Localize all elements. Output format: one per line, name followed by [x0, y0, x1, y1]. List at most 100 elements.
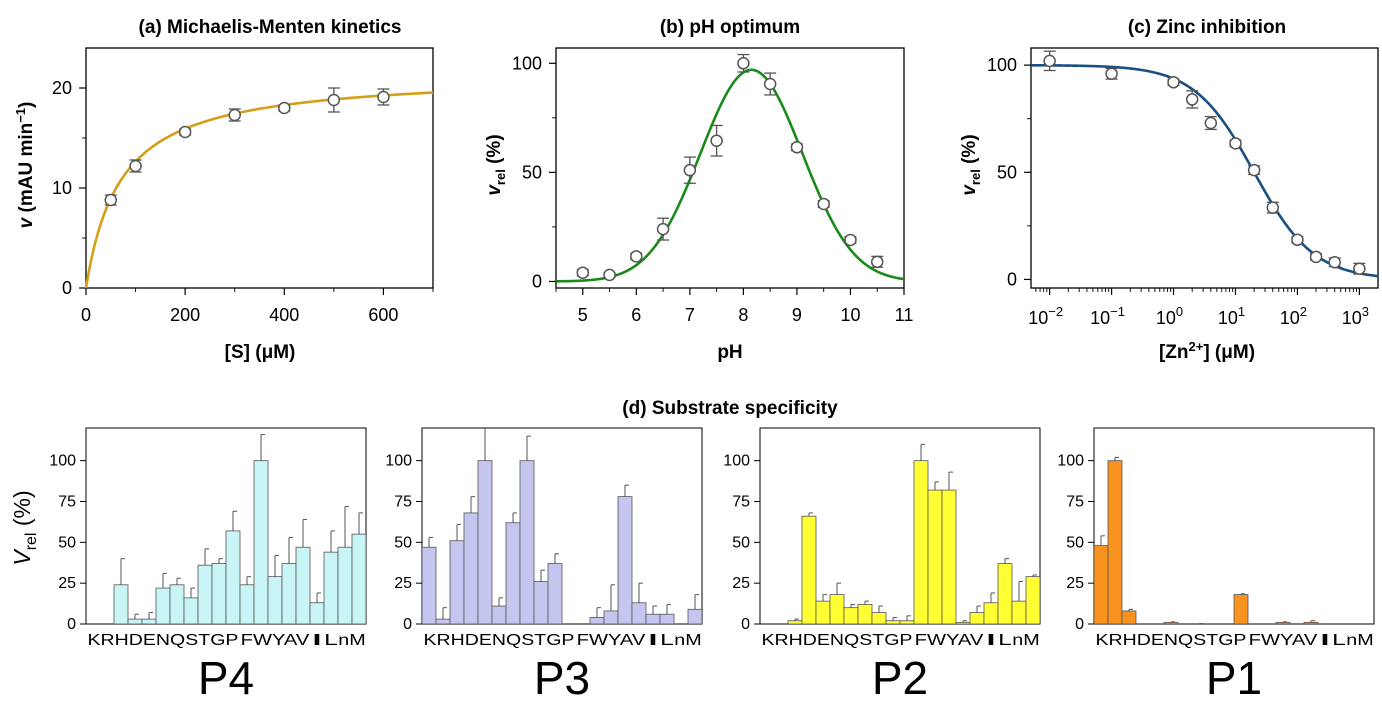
bar [955, 621, 971, 624]
data-point [278, 101, 291, 115]
bar [225, 530, 241, 624]
bar [1233, 594, 1249, 624]
bar [801, 515, 817, 624]
fit-curve [84, 91, 434, 289]
y-tick-label: 50 [394, 534, 412, 551]
y-tick-label: 0 [1007, 269, 1017, 289]
panel-b-x-axis-label: pH [717, 342, 742, 363]
category-label: nM [1012, 632, 1039, 649]
panel-d-y-axis-label: Vrel (%) [9, 490, 40, 565]
bar [687, 608, 702, 624]
x-tick-label: 8 [738, 305, 748, 325]
bar [183, 597, 199, 624]
data-point [1204, 116, 1218, 130]
data-point [228, 108, 241, 122]
data-point [377, 90, 390, 104]
bar [645, 613, 661, 624]
bar [323, 551, 339, 624]
data-point [1247, 163, 1261, 177]
x-tick-label: 10−2 [1028, 304, 1063, 328]
x-tick-label: 10−1 [1090, 304, 1125, 328]
bar [463, 512, 479, 624]
bar [913, 460, 929, 624]
y-tick-label: 20 [52, 78, 72, 98]
bar [1011, 600, 1027, 624]
category-label: L [660, 632, 674, 649]
x-tick-label: 10 [840, 305, 860, 325]
bar [617, 496, 633, 624]
category-label: I [984, 632, 998, 649]
data-point [1309, 250, 1323, 264]
panel-a-y-axis-label: v (mAU min−1) [13, 102, 37, 229]
panel-d-title: (d) Substrate specificity [622, 398, 838, 419]
data-point [683, 163, 697, 177]
bar [589, 617, 605, 624]
plot-frame [1030, 47, 1379, 289]
data-point [178, 125, 192, 139]
x-tick-label: 9 [792, 305, 802, 325]
data-point [844, 233, 857, 247]
y-tick-label: 25 [1066, 575, 1084, 592]
bar [422, 546, 437, 624]
category-label: I [1318, 632, 1332, 649]
panel-c-title: (c) Zinc inhibition [1128, 17, 1286, 38]
data-point [327, 93, 341, 107]
x-tick-label: 100 [1156, 304, 1183, 328]
bar [1303, 621, 1319, 624]
x-tick-label: 6 [631, 305, 641, 325]
category-label: L [998, 632, 1012, 649]
data-point [576, 266, 590, 279]
bar [829, 594, 845, 624]
bar [659, 613, 675, 624]
panel-c-x-axis-label: [Zn2+] (μM) [1159, 339, 1255, 363]
data-point [1266, 201, 1280, 214]
x-tick-label: 7 [685, 305, 695, 325]
x-tick-label: 400 [269, 305, 299, 325]
position-label: P3 [534, 652, 590, 704]
bar [631, 602, 647, 624]
y-tick-label: 75 [732, 494, 750, 511]
bar [155, 587, 171, 624]
bar [491, 605, 507, 624]
bar [1094, 545, 1109, 624]
x-tick-label: 600 [368, 305, 398, 325]
bar [337, 546, 353, 624]
x-tick-label: 5 [578, 305, 588, 325]
plot-frame [555, 47, 905, 289]
bar [1163, 621, 1179, 624]
y-tick-label: 10 [52, 178, 72, 198]
bar [1025, 576, 1040, 624]
bar [885, 620, 901, 624]
bar [941, 489, 957, 624]
bar [857, 604, 873, 624]
data-point [1328, 256, 1341, 269]
bar [477, 460, 493, 624]
x-tick-label: 103 [1342, 304, 1369, 328]
bar [871, 612, 887, 624]
bar [899, 620, 915, 624]
y-tick-label: 75 [58, 494, 76, 511]
bar [519, 460, 535, 624]
data-point [1167, 76, 1180, 89]
category-label: KRHDENQSTGP [424, 632, 575, 649]
bar [435, 618, 451, 624]
bar [1275, 621, 1291, 624]
data-point [1229, 137, 1242, 150]
data-point [104, 193, 118, 207]
data-point [763, 77, 777, 91]
y-tick-label: 50 [1066, 534, 1084, 551]
data-point [710, 134, 723, 147]
category-label: FWYAV [915, 632, 984, 649]
bar [449, 540, 465, 624]
bar [983, 602, 999, 624]
category-label: FWYAV [241, 632, 310, 649]
bar [309, 602, 325, 624]
x-tick-label: 0 [81, 305, 91, 325]
panel-c-zinc-inhibition: (c) Zinc inhibition [Zn2+] (μM) vrel (%)… [959, 17, 1379, 363]
y-tick-label: 25 [58, 575, 76, 592]
data-point [1185, 93, 1199, 106]
x-tick-label: 11 [895, 305, 914, 325]
y-tick-label: 50 [732, 534, 750, 551]
